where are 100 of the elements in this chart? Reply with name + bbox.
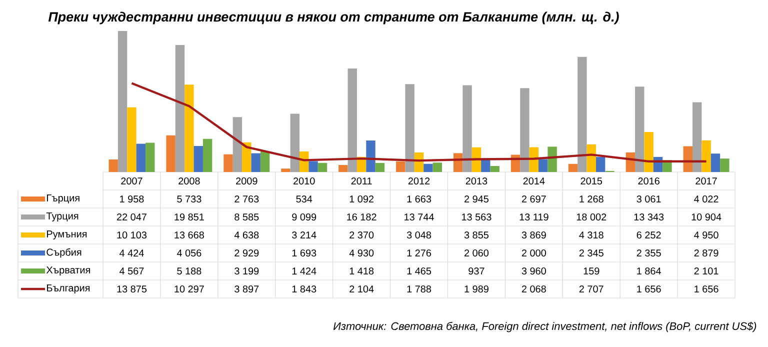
data-label: 1 656 <box>694 285 718 293</box>
data-label: 1 418 <box>350 267 374 275</box>
bar <box>375 162 385 172</box>
bar <box>424 164 433 172</box>
bar <box>568 164 578 172</box>
data-label: 13 875 <box>117 285 147 293</box>
data-label: 10 904 <box>692 213 722 221</box>
bar <box>578 56 587 172</box>
data-label: 3 048 <box>406 231 432 239</box>
x-tick-label: 2007 <box>121 177 142 185</box>
data-label: 5 733 <box>177 195 202 203</box>
data-label: 2 345 <box>579 249 604 257</box>
bar <box>108 159 118 172</box>
data-label: 1 788 <box>407 285 432 293</box>
bar <box>520 88 530 172</box>
bar <box>338 165 348 172</box>
legend-label: Турция <box>46 212 78 222</box>
data-label: 4 930 <box>349 249 374 257</box>
x-tick-label: 2014 <box>523 177 545 185</box>
bar <box>194 146 203 172</box>
data-label: 937 <box>468 267 484 275</box>
data-label: 4 424 <box>119 250 144 256</box>
bar <box>146 142 155 172</box>
data-label: 6 252 <box>636 231 661 239</box>
bar <box>720 158 730 172</box>
bar <box>232 117 242 172</box>
data-label: 3 214 <box>292 231 316 239</box>
bar <box>692 102 702 172</box>
data-label: 1 092 <box>350 195 374 203</box>
x-tick-label: 2008 <box>178 177 200 185</box>
data-label: 3 897 <box>234 285 259 293</box>
data-label: 3 061 <box>636 195 661 203</box>
data-label: 1 958 <box>120 195 144 203</box>
data-label: 13 343 <box>634 213 664 221</box>
legend-label: Гърция <box>47 194 80 204</box>
data-label: 8 585 <box>234 213 259 221</box>
x-tick-label: 2017 <box>696 177 717 185</box>
data-label: 2 697 <box>522 195 546 203</box>
data-label: 1 864 <box>637 267 661 275</box>
legend-label: Сърбия <box>46 248 82 258</box>
bar <box>281 168 290 172</box>
data-label: 3 855 <box>464 231 488 239</box>
data-label: 2 945 <box>464 195 488 203</box>
data-label: 1 663 <box>407 195 432 203</box>
data-label: 13 119 <box>520 213 548 221</box>
data-label: 159 <box>584 267 600 275</box>
legend-label: България <box>47 284 90 294</box>
x-tick-label: 2012 <box>408 177 430 185</box>
bar <box>127 107 136 172</box>
data-label: 1 843 <box>292 285 316 293</box>
x-tick-label: 2009 <box>236 177 258 185</box>
data-label: 19 851 <box>174 213 204 221</box>
text: Източник: Световна банка, Foreign direct investment, net inflows (BoP, current US$) <box>333 322 756 332</box>
bar <box>136 144 146 172</box>
data-label: 2 763 <box>234 195 259 203</box>
x-tick-label: 2010 <box>294 177 315 185</box>
bar <box>251 153 260 172</box>
bar <box>405 84 414 172</box>
bar <box>184 84 194 172</box>
data-label: 3 199 <box>234 267 259 275</box>
bar <box>308 161 318 172</box>
data-label: 4 950 <box>694 231 718 239</box>
data-label: 10 297 <box>174 285 204 293</box>
bar <box>118 30 128 172</box>
data-label: 2 068 <box>522 285 546 293</box>
data-label: 3 869 <box>522 231 546 239</box>
bar <box>202 138 212 172</box>
x-tick-label: 2011 <box>351 177 372 185</box>
data-label: 2 355 <box>636 249 661 257</box>
bar <box>596 157 606 172</box>
bar <box>224 154 233 172</box>
data-label: 2 879 <box>694 249 718 257</box>
data-label: 4 022 <box>694 195 718 203</box>
data-label: 13 668 <box>174 231 204 239</box>
data-label: 9 099 <box>292 213 316 221</box>
chart-title: Преки чуждестранни инвестиции в някои от страните от Балканите (млн. щ. д.) <box>48 12 619 24</box>
data-label: 1 424 <box>292 268 316 274</box>
data-label: 10 103 <box>117 231 147 239</box>
data-label: 2 104 <box>350 285 374 293</box>
bar <box>635 86 644 172</box>
data-label: 1 268 <box>580 195 604 203</box>
bar <box>396 161 406 172</box>
data-label: 2 000 <box>522 249 546 257</box>
data-label: 1 693 <box>292 249 316 257</box>
bar <box>318 162 328 172</box>
bar <box>538 159 548 172</box>
data-label: 1 989 <box>464 285 488 293</box>
bar <box>702 140 711 172</box>
data-label: 18 002 <box>576 213 606 221</box>
data-label: 2 370 <box>350 231 374 239</box>
data-label: 2 060 <box>464 249 489 257</box>
bar <box>462 85 472 172</box>
bar <box>644 132 654 172</box>
data-label: 3 960 <box>522 267 546 275</box>
bar <box>175 45 185 172</box>
bar <box>260 152 270 172</box>
bar <box>490 166 500 172</box>
data-label: 2 101 <box>694 267 718 275</box>
bar <box>366 140 376 172</box>
data-label: 5 188 <box>177 267 202 275</box>
